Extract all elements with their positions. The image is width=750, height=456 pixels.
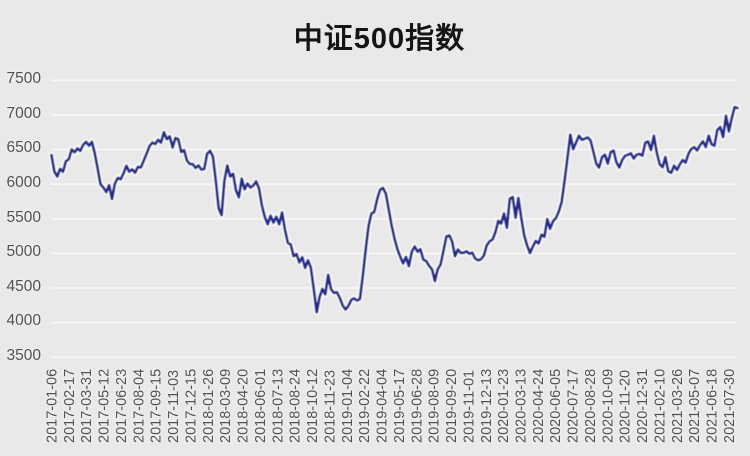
svg-text:2020-04-24: 2020-04-24	[531, 369, 547, 443]
svg-text:2018-08-24: 2018-08-24	[288, 369, 304, 443]
svg-text:2017-02-17: 2017-02-17	[62, 369, 78, 443]
svg-text:2021-07-30: 2021-07-30	[722, 369, 738, 443]
svg-text:2020-06-05: 2020-06-05	[548, 369, 564, 443]
svg-text:2017-03-31: 2017-03-31	[79, 369, 95, 443]
svg-text:2019-11-01: 2019-11-01	[461, 370, 477, 443]
svg-text:2020-12-31: 2020-12-31	[635, 369, 651, 443]
svg-text:2017-06-23: 2017-06-23	[114, 369, 130, 443]
svg-text:2017-12-15: 2017-12-15	[184, 369, 200, 443]
svg-text:2021-06-18: 2021-06-18	[705, 369, 721, 443]
svg-text:2020-07-17: 2020-07-17	[566, 369, 582, 443]
svg-text:2018-10-12: 2018-10-12	[305, 369, 321, 443]
svg-text:2018-01-26: 2018-01-26	[201, 369, 217, 443]
svg-text:2019-09-20: 2019-09-20	[444, 369, 460, 443]
svg-text:2017-05-12: 2017-05-12	[97, 369, 113, 443]
svg-text:2017-09-15: 2017-09-15	[149, 369, 165, 443]
svg-text:2018-03-09: 2018-03-09	[218, 369, 234, 443]
svg-text:2021-03-26: 2021-03-26	[670, 369, 686, 443]
svg-text:2019-04-04: 2019-04-04	[375, 369, 391, 443]
svg-text:2020-03-13: 2020-03-13	[514, 369, 530, 443]
svg-text:2017-08-04: 2017-08-04	[131, 369, 147, 443]
svg-text:2019-02-22: 2019-02-22	[357, 369, 373, 443]
svg-text:2021-05-07: 2021-05-07	[687, 369, 703, 443]
svg-text:2018-11-23: 2018-11-23	[322, 370, 338, 443]
svg-text:2018-06-01: 2018-06-01	[253, 369, 269, 443]
svg-text:2018-07-13: 2018-07-13	[270, 369, 286, 443]
svg-text:2021-02-10: 2021-02-10	[653, 369, 669, 443]
svg-text:2018-04-20: 2018-04-20	[236, 369, 252, 443]
svg-text:2019-01-04: 2019-01-04	[340, 369, 356, 443]
svg-text:2019-05-17: 2019-05-17	[392, 369, 408, 443]
svg-text:2020-10-09: 2020-10-09	[600, 369, 616, 443]
svg-text:2020-08-28: 2020-08-28	[583, 369, 599, 443]
svg-text:2017-01-06: 2017-01-06	[45, 369, 61, 443]
svg-text:2019-08-09: 2019-08-09	[427, 369, 443, 443]
svg-text:2020-01-23: 2020-01-23	[496, 369, 512, 443]
svg-text:2017-11-03: 2017-11-03	[166, 370, 182, 443]
svg-text:2020-11-20: 2020-11-20	[618, 370, 634, 443]
svg-text:2019-12-13: 2019-12-13	[479, 369, 495, 443]
svg-text:2019-06-28: 2019-06-28	[409, 369, 425, 443]
